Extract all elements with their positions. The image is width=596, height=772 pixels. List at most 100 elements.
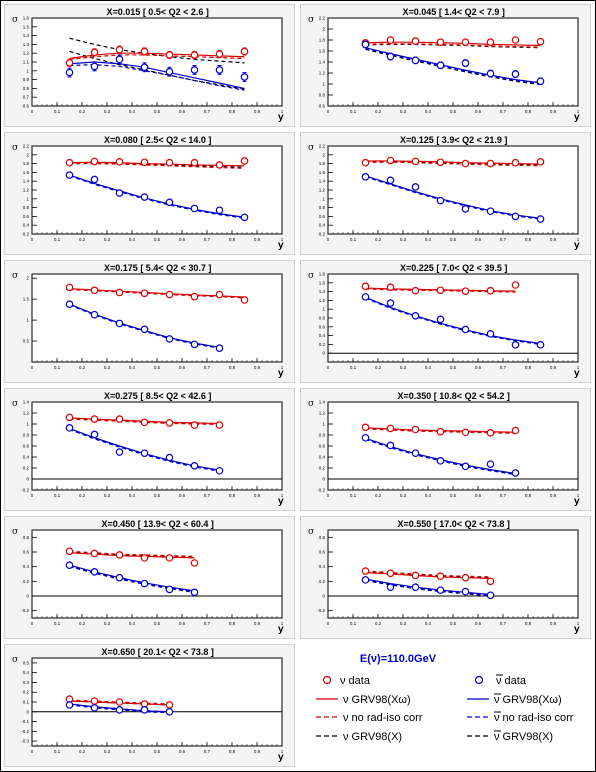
- nu-data-point: [436, 38, 445, 47]
- y-tick-label: 1: [26, 318, 29, 323]
- x-tick-label: 0.8: [229, 493, 236, 498]
- nu-data-point: [165, 290, 174, 299]
- y-tick-label: 0: [26, 477, 29, 482]
- y-tick-label: 1.1: [23, 60, 30, 65]
- x-tick-label: 0.7: [204, 621, 211, 626]
- nubar-data-point: [386, 299, 395, 307]
- x-tick-label: 0.7: [204, 109, 211, 114]
- x-axis-label: y: [278, 752, 284, 763]
- nu-data-point: [90, 48, 99, 57]
- y-tick-label: 0.2: [23, 466, 30, 471]
- x-tick-label: 0.4: [129, 493, 136, 498]
- x-axis-label: y: [278, 496, 284, 507]
- nubar-data-point: [511, 70, 520, 78]
- panel-title: X=0.275 [ 8.5< Q2 < 42.6 ]: [104, 391, 211, 401]
- y-tick-label: 2.2: [23, 144, 30, 149]
- nubar-norad-curve: [69, 566, 195, 593]
- x-tick-label: 0.1: [54, 621, 61, 626]
- x-tick-label: 0.7: [500, 109, 507, 114]
- x-tick-label: 0.1: [54, 109, 61, 114]
- nubar-data-point: [65, 300, 74, 308]
- nubar-data-point: [165, 585, 174, 594]
- nubar-data-point: [240, 73, 249, 81]
- nubar-data-point: [461, 587, 470, 596]
- nu-data-point: [486, 159, 495, 168]
- nu-data-point: [411, 37, 420, 45]
- nu-data-point: [90, 697, 99, 705]
- nubar-data-point: [215, 66, 224, 74]
- y-tick-label: 0.4: [319, 223, 326, 228]
- x-tick-label: 0.4: [425, 621, 432, 626]
- x-tick-label: 0.5: [154, 109, 161, 114]
- y-tick-label: 1.4: [319, 400, 326, 405]
- nubar-data-point: [115, 573, 124, 582]
- x-tick-label: 0.6: [179, 365, 186, 370]
- nubar-data-point: [190, 588, 199, 597]
- y-tick-label: -0.2: [21, 729, 29, 734]
- x-tick-label: 0.8: [525, 621, 532, 626]
- nubar-fit-curve: [69, 61, 245, 89]
- nubar-data-point: [140, 449, 149, 457]
- nubar-data-point: [536, 215, 545, 223]
- nu-data-point: [361, 567, 370, 575]
- y-tick-label: 1.2: [319, 71, 326, 76]
- nubar-data-point: [461, 205, 470, 213]
- nu-data-point: [115, 45, 124, 54]
- y-axis-label: σ: [308, 15, 314, 25]
- x-tick-label: 0: [31, 749, 34, 754]
- nu-data-point: [65, 59, 74, 67]
- x-tick-label: 0.1: [350, 365, 357, 370]
- nu-data-point: [411, 157, 420, 166]
- nu-data-point: [115, 158, 124, 166]
- x-tick-label: 0.5: [154, 237, 161, 242]
- nu-data-point: [411, 425, 420, 434]
- plot-frame: [31, 17, 283, 107]
- y-tick-label: 0.4: [319, 333, 326, 338]
- x-tick-label: 1: [577, 365, 580, 370]
- x-tick-label: 1: [281, 749, 284, 754]
- x-tick-label: 0.2: [375, 237, 382, 242]
- x-tick-label: 0.3: [400, 493, 407, 498]
- nubar-data-point: [140, 63, 149, 72]
- nu-data-point: [386, 569, 395, 578]
- x-tick-label: 0.2: [375, 109, 382, 114]
- panel-title: X=0.650 [ 20.1< Q2 < 73.8 ]: [102, 647, 214, 657]
- x-tick-label: 0.5: [154, 365, 161, 370]
- x-tick-label: 0.3: [104, 365, 111, 370]
- nu-data-point: [115, 698, 124, 706]
- y-tick-label: 2: [26, 276, 29, 281]
- legend-nu-data-label: ν data: [340, 675, 371, 687]
- nubar-data-point: [65, 561, 74, 570]
- nu-data-point: [461, 159, 470, 168]
- nu-data-point: [386, 424, 395, 433]
- nubar-data-point: [386, 583, 395, 592]
- x-tick-label: 1: [281, 621, 284, 626]
- x-tick-label: 0.9: [254, 749, 261, 754]
- nubar-fit-curve: [69, 174, 245, 218]
- x-axis-label: y: [574, 240, 580, 251]
- y-tick-label: 0.2: [319, 232, 326, 237]
- nubar-data-point: [411, 56, 420, 65]
- y-axis-label: σ: [308, 143, 314, 153]
- y-tick-label: 0.5: [23, 660, 30, 665]
- x-tick-label: 0: [31, 493, 34, 498]
- x-tick-label: 0.4: [129, 621, 136, 626]
- nu-data-point: [411, 286, 420, 295]
- y-axis-label: σ: [308, 271, 314, 281]
- x-tick-label: 0.2: [79, 749, 86, 754]
- x-tick-label: 0.2: [375, 493, 382, 498]
- nu-data-point: [461, 573, 470, 582]
- y-tick-label: 0.4: [23, 455, 30, 460]
- nu-data-point: [511, 281, 520, 289]
- x-tick-label: 0.4: [129, 237, 136, 242]
- y-tick-label: 0.8: [23, 433, 30, 438]
- y-tick-label: 1.4: [23, 400, 30, 405]
- x-tick-label: 0.5: [450, 365, 457, 370]
- x-tick-label: 1: [281, 493, 284, 498]
- nu-data-point: [190, 51, 199, 59]
- nu-data-point: [361, 282, 370, 291]
- x-tick-label: 0.4: [425, 109, 432, 114]
- nu-data-point: [511, 426, 520, 435]
- nubar-data-point: [386, 441, 395, 450]
- panel-4: X=0.175 [ 5.4< Q2 < 30.7 ] σ 0 0.1 0.2 0.3 0.4…: [4, 260, 295, 383]
